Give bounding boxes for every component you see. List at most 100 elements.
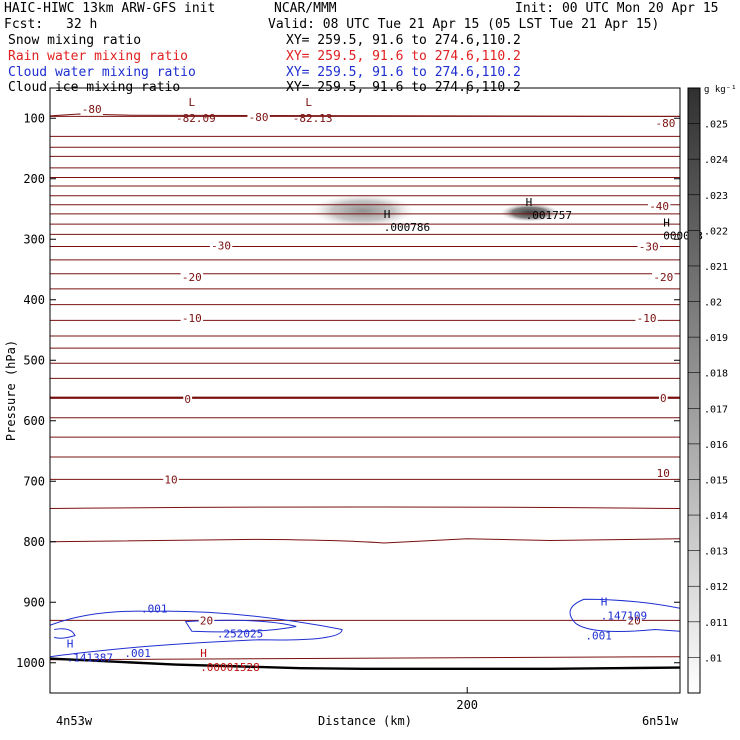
x-start-label: 4n53w (56, 714, 93, 728)
temperature-low-mark: L (189, 96, 196, 109)
temperature-contour-label: -20 (653, 271, 673, 284)
ice-shade-blob (500, 203, 560, 222)
colorbar-tick-label: .013 (704, 547, 728, 558)
colorbar-tick-label: .01 (704, 653, 722, 664)
y-tick-label: 700 (23, 474, 45, 488)
temperature-contour-line (49, 113, 681, 117)
ice-high-mark: H (384, 208, 391, 221)
temperature-contour-label: 0 (184, 393, 191, 406)
colorbar-tick-label: .017 (704, 404, 728, 415)
temperature-contour-label: 0 (660, 392, 667, 405)
contour-label-bg (180, 311, 204, 324)
temperature-contour-label: -30 (639, 241, 659, 254)
temperature-contour-label: 10 (657, 467, 670, 480)
rain-high-value: .00001528 (200, 661, 260, 674)
cloud-water-label: .001 (585, 630, 612, 643)
colorbar: .01 .011 .012 .013 .014 .015 .016 .017 .018 .019.… (687, 85, 737, 694)
field-snow-name: Snow mixing ratio (8, 33, 142, 48)
field-cloudwater-name: Cloud water mixing ratio (8, 65, 196, 80)
field-rain-xy: XY= 259.5, 91.6 to 274.6,110.2 (286, 49, 521, 64)
temperature-contour-label: -20 (182, 271, 202, 284)
temperature-contour-label: -30 (211, 239, 231, 252)
contour-label-bg (163, 473, 179, 486)
y-tick-label: 500 (23, 353, 45, 367)
cloud-water-label: .001 (124, 647, 151, 660)
y-tick-label: 200 (23, 172, 45, 186)
cloud-water-contour (49, 610, 343, 658)
cloud-water-high-value: .141387 (67, 652, 113, 665)
field-cloudwater-xy: XY= 259.5, 91.6 to 274.6,110.2 (286, 65, 521, 80)
contour-label-bg (209, 239, 233, 252)
colorbar-tick-label: .018 (704, 369, 728, 380)
ice-high-value: .001757 (526, 209, 572, 222)
temperature-contour-line (49, 656, 681, 661)
ice-shading-layer (310, 193, 560, 228)
forecast-label: Fcst: (4, 17, 44, 32)
cloud-water-high-value: .252025 (217, 627, 263, 640)
temperature-contour-line (49, 538, 681, 544)
forecast-hours: 32 h (66, 17, 98, 32)
colorbar-tick-label: .012 (704, 582, 728, 593)
temperature-contour-label: 20 (200, 614, 213, 627)
contour-label-bg (658, 391, 668, 404)
ice-shade-blob (310, 193, 416, 228)
cloud-water-contour (54, 628, 76, 639)
ice-high-value: .000786 (384, 221, 430, 234)
field-rain-name: Rain water mixing ratio (8, 49, 189, 64)
plot-title: HAIC-HIWC 13km ARW-GFS init (4, 1, 216, 16)
cloud-water-high-mark: H (601, 595, 608, 608)
colorbar-tick-label: .022 (704, 226, 728, 237)
colorbar-tick-label: .023 (704, 191, 728, 202)
y-axis-label: Pressure (hPa) (4, 340, 18, 441)
x-tick-label: 200 (456, 698, 478, 712)
cloud-water-contour (569, 598, 681, 632)
plot-frame (49, 87, 681, 694)
field-snow-xy: XY= 259.5, 91.6 to 274.6,110.2 (286, 33, 521, 48)
contour-label-bg (655, 466, 672, 479)
colorbar-tick-label: .019 (704, 333, 728, 344)
contour-label-bg (654, 117, 677, 130)
colorbar-bar (687, 87, 701, 694)
contour-label-bg (198, 614, 215, 627)
center-label: NCAR/MMM (274, 1, 337, 16)
y-tick-label: 100 (23, 111, 45, 125)
cloud-water-high-mark: H (67, 638, 74, 651)
y-tick-label: 600 (23, 414, 45, 428)
rain-high-mark: H (200, 647, 207, 660)
colorbar-unit: g kg⁻¹ (704, 85, 737, 95)
contour-label-bg (247, 111, 270, 124)
x-end-label: 6n51w (642, 714, 679, 728)
temperature-contour-line (49, 506, 681, 509)
temperature-contour-label: 10 (164, 473, 177, 486)
temperature-contour-label: -10 (182, 312, 202, 325)
colorbar-tick-label: .025 (704, 120, 728, 131)
contour-label-bg (635, 311, 658, 324)
contour-labels: -80 -80 -80 -40 -30 -30 -20 -20 -10 -10 0 0 10 10 20 20… (67, 96, 703, 674)
colorbar-tick-label: .015 (704, 475, 728, 486)
ice-high-mark: H (663, 216, 670, 229)
x-axis-label: Distance (km) (318, 714, 412, 728)
init-time: Init: 00 UTC Mon 20 Apr 15 (515, 1, 719, 16)
colorbar-tick-label: .02 (704, 298, 722, 309)
cloud-water-contour (184, 619, 297, 633)
cloud-water-high-value: .147109 (601, 609, 647, 622)
temperature-contour-label: 20 (627, 614, 640, 627)
contour-label-bg (652, 270, 675, 283)
temperature-contour-label: -40 (649, 200, 669, 213)
valid-time: Valid: 08 UTC Tue 21 Apr 15 (05 LST Tue … (268, 17, 660, 32)
temperature-contour-label: -80 (655, 117, 675, 130)
y-tick-label: 900 (23, 595, 45, 609)
colorbar-tick-label: .021 (704, 262, 728, 273)
terrain-line (49, 657, 681, 670)
y-tick-label: 800 (23, 535, 45, 549)
contour-label-bg (637, 240, 660, 253)
contour-label-bg (180, 270, 204, 283)
temperature-contour-label: -80 (249, 111, 269, 124)
temperature-contour-label: -10 (637, 312, 657, 325)
y-tick-label: 1000 (16, 656, 45, 670)
y-tick-label: 400 (23, 293, 45, 307)
colorbar-tick-label: .016 (704, 440, 728, 451)
temperature-contours (49, 113, 681, 661)
